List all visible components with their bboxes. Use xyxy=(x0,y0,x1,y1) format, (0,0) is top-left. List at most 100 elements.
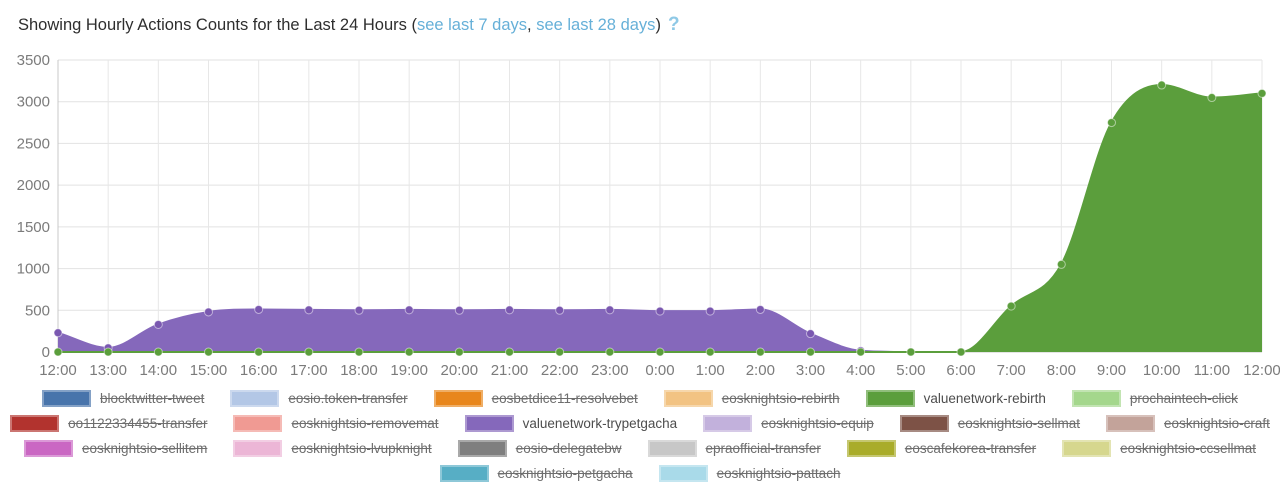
marker-valuenetwork-rebirth xyxy=(856,347,866,357)
legend-item-eosknightsio-petgacha[interactable]: eosknightsio-petgacha xyxy=(439,465,633,482)
see-last-7-days-link[interactable]: see last 7 days xyxy=(416,16,528,34)
x-axis-label: 20:00 xyxy=(441,362,479,379)
legend-item-valuenetwork-trypetgacha[interactable]: valuenetwork-trypetgacha xyxy=(464,415,677,432)
marker-valuenetwork-rebirth xyxy=(404,347,414,357)
legend-item-eosknightsio-equip[interactable]: eosknightsio-equip xyxy=(703,415,874,432)
marker-valuenetwork-trypetgacha xyxy=(505,305,514,315)
legend-item-oo1122334455-transfer[interactable]: oo1122334455-transfer xyxy=(10,415,207,432)
legend-label: epraofficial-transfer xyxy=(705,441,821,456)
x-axis-label: 6:00 xyxy=(946,362,975,379)
legend-label: eosio.token-transfer xyxy=(288,391,408,406)
legend-item-eosknightsio-lvupknight[interactable]: eosknightsio-lvupknight xyxy=(233,440,432,457)
x-axis-label: 12:00 xyxy=(39,362,77,379)
legend-swatch xyxy=(457,440,507,457)
title-text-suffix: ) xyxy=(655,16,661,34)
x-axis-label: 23:00 xyxy=(591,362,629,379)
legend-swatch xyxy=(1062,440,1112,457)
legend-swatch xyxy=(1071,390,1121,407)
x-axis-label: 13:00 xyxy=(89,362,127,379)
legend-swatch xyxy=(663,390,713,407)
marker-valuenetwork-rebirth xyxy=(1157,80,1167,90)
x-axis-label: 3:00 xyxy=(796,362,825,379)
chart-legend: blocktwitter-tweet eosio.token-transfer eo… xyxy=(0,390,1280,490)
legend-item-blocktwitter-tweet[interactable]: blocktwitter-tweet xyxy=(42,390,204,407)
marker-valuenetwork-rebirth xyxy=(655,347,665,357)
marker-valuenetwork-trypetgacha xyxy=(755,304,765,314)
marker-valuenetwork-rebirth xyxy=(53,347,63,357)
x-axis-label: 11:00 xyxy=(1194,362,1230,379)
legend-item-eosbetdice11-resolvebet[interactable]: eosbetdice11-resolvebet xyxy=(433,390,638,407)
chart-title: Showing Hourly Actions Counts for the La… xyxy=(18,14,680,36)
marker-valuenetwork-rebirth xyxy=(153,347,163,357)
legend-swatch xyxy=(464,415,514,432)
x-axis-label: 17:00 xyxy=(290,362,328,379)
legend-item-eosknightsio-ccsellmat[interactable]: eosknightsio-ccsellmat xyxy=(1062,440,1256,457)
x-axis-label: 16:00 xyxy=(240,362,278,379)
legend-label: eosknightsio-sellmat xyxy=(957,416,1081,431)
see-last-28-days-link[interactable]: see last 28 days xyxy=(536,16,656,34)
legend-item-eosknightsio-rebirth[interactable]: eosknightsio-rebirth xyxy=(663,390,840,407)
marker-valuenetwork-rebirth xyxy=(254,347,264,357)
legend-item-eosknightsio-pattach[interactable]: eosknightsio-pattach xyxy=(658,465,840,482)
legend-swatch xyxy=(233,415,283,432)
marker-valuenetwork-rebirth xyxy=(304,347,314,357)
hourly-actions-chart: 0 500 1000 1500 2000 2500 3000 3500 12:00 13:00 14… xyxy=(17,52,1280,379)
legend-item-epraofficial-transfer[interactable]: epraofficial-transfer xyxy=(647,440,821,457)
legend-item-eosknightsio-removemat[interactable]: eosknightsio-removemat xyxy=(233,415,439,432)
marker-valuenetwork-trypetgacha xyxy=(304,305,314,315)
marker-valuenetwork-rebirth xyxy=(705,347,715,357)
marker-valuenetwork-rebirth xyxy=(1207,93,1217,103)
marker-valuenetwork-rebirth xyxy=(1107,118,1116,128)
marker-valuenetwork-rebirth xyxy=(906,347,916,357)
y-axis-label: 0 xyxy=(42,344,50,361)
marker-valuenetwork-rebirth xyxy=(605,347,615,357)
x-axis-label: 1:00 xyxy=(696,362,725,379)
legend-swatch xyxy=(233,440,283,457)
legend-item-eosio-delegatebw[interactable]: eosio-delegatebw xyxy=(457,440,622,457)
legend-item-eosknightsio-sellmat[interactable]: eosknightsio-sellmat xyxy=(899,415,1081,432)
area-valuenetwork-rebirth xyxy=(58,85,1262,353)
area-valuenetwork-trypetgacha xyxy=(58,309,961,352)
x-axis-label: 19:00 xyxy=(390,362,428,379)
legend-label: eosknightsio-petgacha xyxy=(497,466,633,481)
y-axis-label: 1000 xyxy=(17,261,50,278)
legend-label: eosknightsio-sellitem xyxy=(82,441,208,456)
legend-label: eosio-delegatebw xyxy=(515,441,622,456)
marker-valuenetwork-rebirth xyxy=(1056,259,1066,269)
legend-label: eosknightsio-removemat xyxy=(291,416,439,431)
marker-valuenetwork-rebirth xyxy=(354,347,364,357)
y-axis-label: 2500 xyxy=(17,135,50,152)
legend-item-eosknightsio-sellitem[interactable]: eosknightsio-sellitem xyxy=(24,440,207,457)
legend-label: oo1122334455-transfer xyxy=(68,416,208,431)
legend-swatch xyxy=(658,465,708,482)
legend-swatch xyxy=(899,415,949,432)
legend-swatch xyxy=(42,390,92,407)
legend-item-eoscafekorea-transfer[interactable]: eoscafekorea-transfer xyxy=(846,440,1036,457)
marker-valuenetwork-trypetgacha xyxy=(254,304,264,314)
legend-swatch xyxy=(433,390,483,407)
marker-valuenetwork-rebirth xyxy=(956,347,966,357)
marker-valuenetwork-rebirth xyxy=(454,347,464,357)
x-axis-label: 0:00 xyxy=(645,362,674,379)
legend-item-eosio.token-transfer[interactable]: eosio.token-transfer xyxy=(230,390,408,407)
legend-swatch xyxy=(703,415,753,432)
marker-valuenetwork-rebirth xyxy=(505,347,514,357)
legend-item-prochaintech-click[interactable]: prochaintech-click xyxy=(1071,390,1238,407)
x-axis-label: 15:00 xyxy=(190,362,228,379)
legend-swatch xyxy=(10,415,60,432)
y-axis-label: 1500 xyxy=(17,219,50,236)
x-axis-label: 4:00 xyxy=(846,362,875,379)
legend-label: eosknightsio-ccsellmat xyxy=(1120,441,1256,456)
marker-valuenetwork-rebirth xyxy=(1006,301,1016,311)
marker-valuenetwork-trypetgacha xyxy=(605,305,615,315)
x-axis-label: 7:00 xyxy=(997,362,1026,379)
title-text: Showing Hourly Actions Counts for the La… xyxy=(18,16,417,34)
legend-swatch xyxy=(846,440,896,457)
legend-item-eosknightsio-craft[interactable]: eosknightsio-craft xyxy=(1106,415,1270,432)
legend-swatch xyxy=(865,390,915,407)
title-separator: , xyxy=(527,16,537,34)
legend-swatch xyxy=(1106,415,1156,432)
marker-valuenetwork-rebirth xyxy=(755,347,765,357)
help-icon[interactable]: ? xyxy=(667,14,680,35)
legend-item-valuenetwork-rebirth[interactable]: valuenetwork-rebirth xyxy=(865,390,1046,407)
